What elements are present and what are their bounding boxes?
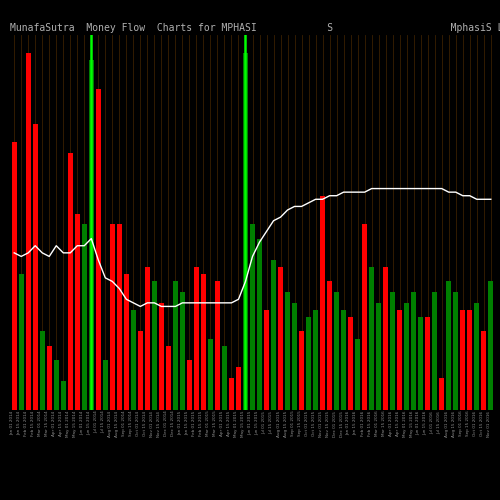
Bar (425, 317, 430, 410)
Bar (481, 332, 486, 410)
Bar (32, 124, 38, 410)
Bar (222, 346, 227, 410)
Bar (397, 310, 402, 410)
Bar (116, 224, 122, 410)
Bar (320, 196, 325, 410)
Bar (138, 332, 143, 410)
Bar (152, 282, 157, 410)
Bar (88, 60, 94, 410)
Bar (166, 346, 171, 410)
Bar (306, 317, 311, 410)
Bar (439, 378, 444, 410)
Bar (110, 224, 115, 410)
Bar (68, 153, 73, 410)
Bar (285, 292, 290, 410)
Bar (488, 282, 494, 410)
Bar (82, 224, 87, 410)
Bar (229, 378, 234, 410)
Bar (334, 292, 339, 410)
Bar (292, 303, 297, 410)
Bar (96, 88, 101, 410)
Bar (264, 310, 269, 410)
Bar (411, 292, 416, 410)
Bar (144, 267, 150, 410)
Bar (26, 53, 31, 410)
Bar (180, 292, 185, 410)
Bar (460, 310, 466, 410)
Bar (383, 267, 388, 410)
Bar (194, 267, 199, 410)
Bar (46, 346, 52, 410)
Bar (54, 360, 59, 410)
Bar (102, 360, 108, 410)
Bar (327, 282, 332, 410)
Bar (236, 367, 241, 410)
Bar (432, 292, 438, 410)
Bar (40, 332, 45, 410)
Bar (215, 282, 220, 410)
Bar (159, 303, 164, 410)
Bar (369, 267, 374, 410)
Bar (390, 292, 396, 410)
Bar (271, 260, 276, 410)
Bar (74, 214, 80, 410)
Bar (130, 310, 136, 410)
Bar (124, 274, 129, 410)
Bar (348, 317, 353, 410)
Bar (299, 332, 304, 410)
Bar (250, 224, 255, 410)
Bar (362, 224, 368, 410)
Bar (453, 292, 458, 410)
Bar (208, 338, 213, 410)
Bar (243, 53, 248, 410)
Bar (12, 142, 17, 410)
Bar (341, 310, 346, 410)
Bar (313, 310, 318, 410)
Bar (418, 317, 424, 410)
Bar (355, 338, 360, 410)
Bar (446, 282, 452, 410)
Bar (60, 382, 66, 410)
Bar (18, 274, 24, 410)
Bar (474, 303, 480, 410)
Bar (257, 238, 262, 410)
Bar (404, 303, 409, 410)
Bar (278, 267, 283, 410)
Bar (173, 282, 178, 410)
Bar (187, 360, 192, 410)
Bar (467, 310, 472, 410)
Bar (201, 274, 206, 410)
Text: MunafaSutra  Money Flow  Charts for MPHASI            S                    Mphas: MunafaSutra Money Flow Charts for MPHASI… (10, 23, 500, 33)
Bar (376, 303, 382, 410)
